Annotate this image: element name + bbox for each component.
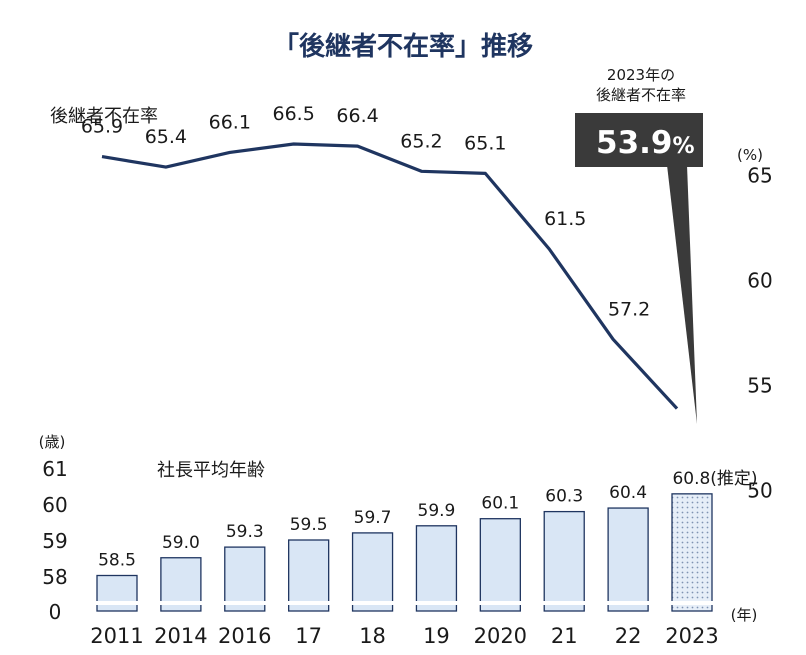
x-axis-unit: (年)	[731, 606, 758, 624]
chart-title: 「後継者不在率」推移	[273, 31, 533, 62]
line-label-18: 66.4	[336, 105, 378, 127]
callout: 2023年の 後継者不在率 53.9%	[575, 66, 703, 424]
left-tick-58: 58	[42, 565, 67, 589]
line-label-21: 61.5	[544, 208, 586, 230]
x-tick-21: 21	[551, 624, 578, 648]
line-series: 65.9 65.4 66.1 66.5 66.4 65.2 65.1 61.5 57.2	[81, 103, 679, 410]
callout-pointer	[667, 165, 697, 424]
x-tick-2016: 2016	[218, 624, 271, 648]
line-label-22: 57.2	[608, 298, 650, 320]
bar-label-2020: 60.1	[481, 494, 519, 514]
line-label-19: 65.2	[400, 130, 442, 152]
bar-2011	[96, 574, 138, 612]
bar-series-name: 社長平均年齢	[157, 460, 265, 481]
x-tick-17: 17	[295, 624, 322, 648]
right-tick-50: 50	[747, 479, 772, 503]
bar-label-22: 60.4	[609, 483, 647, 503]
right-tick-55: 55	[747, 374, 772, 398]
bar-17	[288, 539, 330, 612]
callout-box	[575, 113, 703, 167]
line-label-2016: 66.1	[209, 111, 251, 133]
left-tick-60: 60	[42, 493, 67, 517]
bar-2016	[224, 546, 266, 612]
bar-19	[415, 525, 458, 612]
bar-label-2023: 60.8(推定)	[672, 469, 757, 489]
x-tick-22: 22	[615, 624, 642, 648]
bar-label-2014: 59.0	[162, 533, 200, 553]
bar-label-17: 59.5	[290, 515, 328, 535]
bar-2020	[479, 518, 521, 612]
bar-label-2011: 58.5	[98, 551, 136, 571]
x-tick-2023: 2023	[665, 624, 718, 648]
right-tick-65: 65	[747, 164, 772, 188]
bar-2023	[671, 493, 713, 612]
x-tick-2014: 2014	[154, 624, 207, 648]
bar-label-2016: 59.3	[226, 522, 264, 542]
bar-label-18: 59.7	[354, 508, 392, 528]
axes: 65 60 55 50 61 60 59 58 0 2011 2014 2016 17 18 19 2020 2…	[42, 164, 772, 649]
bar-series: 58.5 59.0 59.3 59.5 59.7 59.9 60.1 60.3 60.4 60.8…	[90, 469, 758, 612]
bar-label-19: 59.9	[418, 501, 456, 521]
callout-line1: 2023年の	[607, 66, 675, 84]
line-label-17: 66.5	[273, 103, 315, 125]
line-label-2020: 65.1	[464, 132, 506, 154]
callout-value: 53.9%	[596, 125, 695, 161]
x-tick-18: 18	[359, 624, 386, 648]
left-tick-0: 0	[49, 600, 62, 624]
callout-line2: 後継者不在率	[596, 86, 686, 104]
left-tick-59: 59	[42, 529, 67, 553]
bar-axis-unit: (歳)	[39, 433, 66, 451]
line-label-2014: 65.4	[145, 126, 187, 148]
bar-22	[607, 507, 649, 612]
right-tick-60: 60	[747, 269, 772, 293]
x-tick-19: 19	[423, 624, 450, 648]
line-path	[101, 142, 679, 410]
bar-18	[351, 532, 394, 612]
line-label-2011: 65.9	[81, 116, 123, 138]
bar-label-21: 60.3	[545, 487, 583, 507]
x-tick-2011: 2011	[90, 624, 143, 648]
left-tick-61: 61	[42, 457, 67, 481]
line-axis-unit: (%)	[737, 146, 763, 164]
x-tick-2020: 2020	[474, 624, 527, 648]
bar-21	[543, 510, 585, 612]
line-series-name: 後継者不在率	[50, 106, 158, 127]
axis-break	[90, 601, 715, 605]
